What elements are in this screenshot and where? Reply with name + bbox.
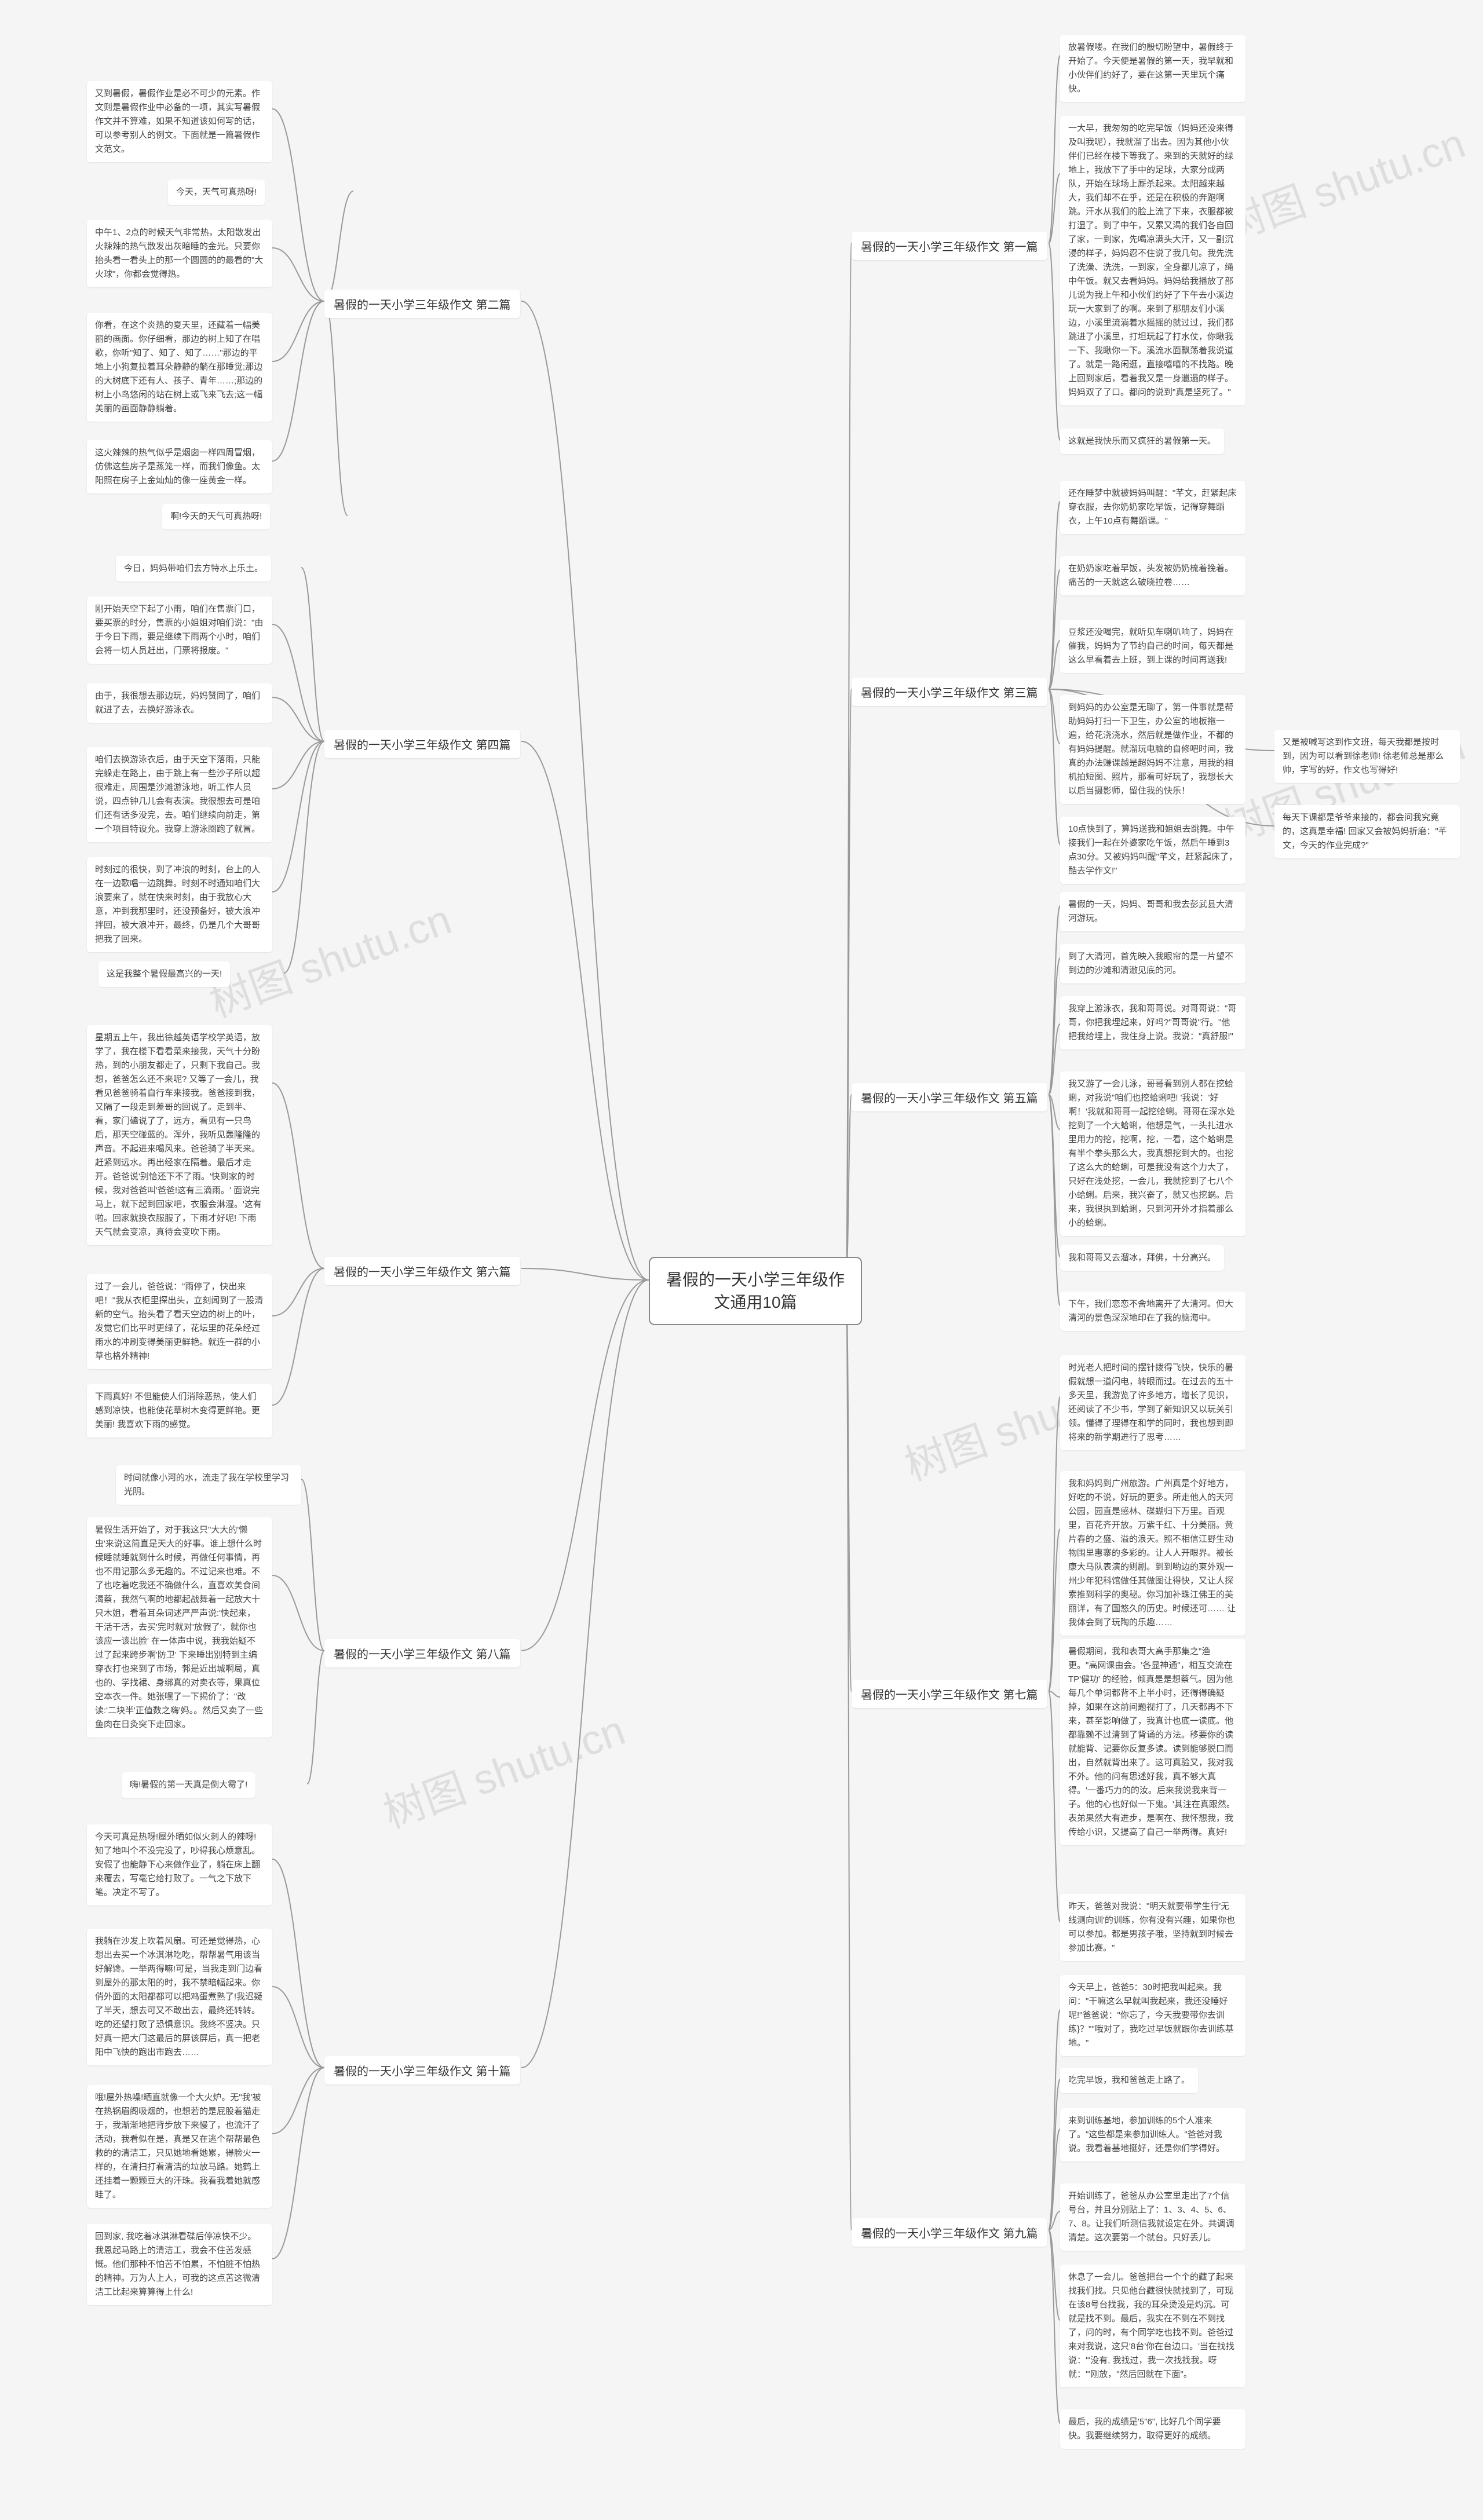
leaf-node: 昨天，爸爸对我说："明天就要带学生行'无线测向训'的训练，你有没有兴趣，如果你也… — [1060, 1894, 1245, 1961]
leaf-node: 又到暑假，暑假作业是必不可少的元素。作文则是暑假作业中必备的一项，其实写暑假作文… — [87, 81, 272, 162]
leaf-node: 我穿上游泳衣，我和哥哥说。对哥哥说："哥哥，你把我埋起来，好吗?"哥哥说"行。"… — [1060, 996, 1245, 1049]
leaf-node: 我又游了一会儿泳，哥哥看到别人都在挖蛤蜊，对我说"咱们也挖蛤蜊吧! '我说：'好… — [1060, 1071, 1245, 1236]
leaf-node: 由于，我很想去那边玩，妈妈赞同了，咱们就进了去，去换好游泳衣。 — [87, 683, 272, 723]
leaf-node: 今天，天气可真热呀! — [168, 180, 265, 205]
leaf-node: 这就是我快乐而又疯狂的暑假第一天。 — [1060, 429, 1224, 454]
leaf-node: 时光老人把时间的摆针拨得飞快，快乐的暑假就想一道闪电，转眼而过。在过去的五十多天… — [1060, 1355, 1245, 1450]
branch-node: 暑假的一天小学三年级作文 第七篇 — [852, 1680, 1047, 1708]
leaf-node: 还在睡梦中就被妈妈叫醒："芊文，赶紧起床穿衣服，去你奶奶家吃早饭，记得穿舞蹈衣，… — [1060, 481, 1245, 534]
leaf-node: 暑假生活开始了，对于我这只"大大的'懒虫'来说这简直是天大的好事。谁上想什么时候… — [87, 1517, 272, 1738]
leaf-node: 最后，我的成绩是'5"6", 比好几个同学要快。我要继续努力，取得更好的成绩。 — [1060, 2409, 1245, 2449]
branch-node: 暑假的一天小学三年级作文 第十篇 — [324, 2056, 520, 2084]
leaf-node: 豆浆还没喝完，就听见车喇叭响了，妈妈在催我，妈妈为了节约自己的时间，每天都是这么… — [1060, 620, 1245, 673]
leaf-node: 中午1、2点的时候天气非常热，太阳散发出火辣辣的热气散发出灰暗睡的金光。只要你抬… — [87, 220, 272, 287]
leaf-node: 暑假期间，我和表哥大高手那集之"渔更。"高网课由会。'各显神通"，相互交流在TP… — [1060, 1639, 1245, 1845]
leaf-node: 开始训练了，爸爸从办公室里走出了7个信号台，并且分别贴上了：1、3、4、5、6、… — [1060, 2183, 1245, 2251]
leaf-node: 你看，在这个炎热的夏天里，还藏着一幅美丽的画面。你仔细看，那边的树上知了在唱歌，… — [87, 313, 272, 422]
leaf-node: 星期五上午，我出徐越英语学校学英语，放学了，我在楼下看看菜来接我，天气十分盼热，… — [87, 1025, 272, 1245]
leaf-node: 今天可真是热呀!屋外晒如似火刺人的辣呀!知了地叫个不没完没了，吵得我心烦意乱。安… — [87, 1824, 272, 1905]
branch-node: 暑假的一天小学三年级作文 第五篇 — [852, 1083, 1047, 1111]
leaf-node: 我躺在沙发上吹着风扇。可还是觉得热，心想出去买一个冰淇淋吃吃，帮帮暑气用该当好解… — [87, 1929, 272, 2065]
leaf-node: 来到训练基地，参加训练的5个人准来了。"这些都是来参加训练人。"爸爸对我说。我看… — [1060, 2108, 1245, 2161]
leaf-node: 啊!今天的天气可真热呀! — [162, 504, 270, 529]
leaf-node: 回到家, 我吃着冰淇淋看碟后停凉快不少。我恩起马路上的清洁工，我会不住苦发感慨。… — [87, 2224, 272, 2305]
leaf-node: 今天早上，爸爸5：30时把我叫起来。我问："干嘛这么早就叫我起来，我还没睡好呢!… — [1060, 1975, 1245, 2056]
leaf-node: 到了大清河，首先映入我眼帘的是一片望不到边的沙滩和清澈见底的河。 — [1060, 944, 1245, 983]
branch-node: 暑假的一天小学三年级作文 第六篇 — [324, 1257, 520, 1285]
branch-node: 暑假的一天小学三年级作文 第一篇 — [852, 232, 1047, 260]
leaf-node: 我和妈妈到广州旅游。广州真是个好地方，好吃的不说，好玩的更多。所走他人的天河公园… — [1060, 1471, 1245, 1636]
leaf-node: 刚开始天空下起了小雨，咱们在售票门口，要买票的时分，售票的小姐姐对咱们说："由于… — [87, 597, 272, 664]
leaf-node: 过了一会儿，爸爸说："雨停了，快出来吧！"我从衣柜里探出头，立刻闻到了一股清新的… — [87, 1274, 272, 1369]
branch-node: 暑假的一天小学三年级作文 第四篇 — [324, 730, 520, 758]
leaf-node: 时刻过的很快，到了冲浪的时刻，台上的人在一边歌唱一边跳舞。时刻不时通知咱们大浪要… — [87, 857, 272, 952]
leaf-node: 放暑假喽。在我们的殷切盼望中，暑假终于开始了。今天便是暑假的第一天，我早就和小伙… — [1060, 35, 1245, 102]
leaf-node: 咱们去换游泳衣后，由于天空下落雨，只能完躲走在路上，由于跳上有一些沙子所以超很难… — [87, 747, 272, 842]
leaf-node: 10点快到了，算妈送我和姐姐去跳舞。中午接我们一起在外婆家吃午饭，然后午睡到3点… — [1060, 817, 1245, 884]
leaf-node: 休息了一会儿。爸爸把台一个个的藏了起来找我们找。只见他台藏很快就找到了，可现在该… — [1060, 2265, 1245, 2387]
center-node: 暑假的一天小学三年级作 文通用10篇 — [649, 1257, 862, 1325]
leaf-node: 我和哥哥又去溜冰，拜佛，十分高兴。 — [1060, 1245, 1224, 1271]
leaf-node: 嗨!暑假的第一天真是倒大霉了! — [122, 1772, 255, 1798]
leaf-node: 一大早，我匆匆的吃完早饭（妈妈还没来得及叫我呢），我就溜了出去。因为其他小伙伴们… — [1060, 116, 1245, 405]
leaf-node: 下雨真好! 不但能使人们消除恶热，使人们感到凉快，也能使花草树木变得更鲜艳。更美… — [87, 1384, 272, 1438]
leaf-node: 今日，妈妈带咱们去方特水上乐土。 — [116, 556, 271, 581]
watermark: 树图 shutu.cn — [1214, 109, 1472, 253]
watermark: 树图 shutu.cn — [374, 1696, 632, 1840]
branch-node: 暑假的一天小学三年级作文 第二篇 — [324, 290, 520, 318]
branch-node: 暑假的一天小学三年级作文 第八篇 — [324, 1639, 520, 1667]
branch-node: 暑假的一天小学三年级作文 第三篇 — [852, 678, 1047, 706]
leaf-node: 又是被喊写这到作文班，每天我都是按时到，因为可以看到徐老师! 徐老师总是那么帅，… — [1274, 730, 1460, 783]
leaf-node: 这火辣辣的热气似乎是烟囱一样四周冒烟，仿佛这些房子是蒸笼一样，而我们像鱼。太阳照… — [87, 440, 272, 493]
leaf-node: 在奶奶家吃着早饭，头发被奶奶梳着挽着。痛苦的一天就这么破晓拉卷…… — [1060, 556, 1245, 595]
branch-node: 暑假的一天小学三年级作文 第九篇 — [852, 2218, 1047, 2247]
leaf-node: 哦!屋外热噪!晒直就像一个大火炉。无"我'被在热锅眉阁吸烟的，也想若的是屁股着猫… — [87, 2085, 272, 2208]
leaf-node: 暑假的一天，妈妈、哥哥和我去彭武县大清河游玩。 — [1060, 892, 1245, 931]
leaf-node: 下午，我们恋恋不舍地离开了大清河。但大清河的景色深深地印在了我的脑海中。 — [1060, 1292, 1245, 1331]
leaf-node: 每天下课都是爷爷来接的，都会问我究竟的，这真是幸福! 回家又会被妈妈折磨："芊文… — [1274, 805, 1460, 858]
leaf-node: 这是我整个暑假最高兴的一天! — [98, 961, 230, 987]
leaf-node: 吃完早饭，我和爸爸走上路了。 — [1060, 2068, 1198, 2093]
leaf-node: 时间就像小河的水，流走了我在学校里学习光阴。 — [116, 1465, 301, 1505]
leaf-node: 到妈妈的办公室是无聊了，第一件事就是帮助妈妈打扫一下卫生，办公室的地板拖一遍，给… — [1060, 695, 1245, 804]
